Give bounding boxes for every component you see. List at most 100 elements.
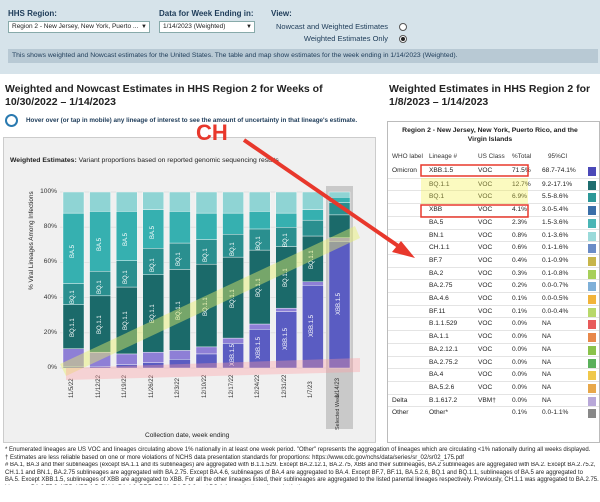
y-tick-label: 40% bbox=[43, 293, 57, 301]
bar-segment-ba-2-75[interactable] bbox=[222, 191, 244, 214]
annotation-arrow-line bbox=[242, 138, 406, 252]
bar-segment-ba-2-75[interactable] bbox=[62, 191, 85, 214]
cell-ci: 0.0-0.7% bbox=[542, 282, 569, 290]
view-option-weighted-radio[interactable] bbox=[399, 35, 407, 43]
table-row[interactable]: XBB VOC 4.1% 3.0-5.4% bbox=[388, 203, 599, 216]
chart-title-rest: Variant proportions based on reported ge… bbox=[76, 157, 279, 164]
cell-who: Omicron bbox=[392, 167, 417, 174]
bar-segment-ba-2-75[interactable] bbox=[328, 191, 351, 198]
view-label: View: bbox=[271, 9, 292, 18]
color-swatch bbox=[588, 193, 596, 203]
cell-ci: 9.2-17.1% bbox=[542, 180, 573, 188]
bar-segment-ba-2-75[interactable] bbox=[142, 191, 165, 210]
cell-ci: 68.7-74.1% bbox=[542, 167, 576, 174]
col-who: WHO label bbox=[392, 153, 423, 160]
bar-segment-ba-2-75[interactable] bbox=[248, 191, 271, 212]
cell-lineage: BA.5.2.6 bbox=[429, 383, 455, 391]
cell-who: Other bbox=[392, 409, 409, 417]
cell-class: VOC bbox=[478, 193, 493, 201]
chevron-down-icon: ▼ bbox=[246, 24, 252, 30]
bar-segment-ba-2-75[interactable] bbox=[275, 191, 297, 214]
table-row[interactable]: BF.11 VOC 0.1% 0.0-0.4% bbox=[388, 304, 599, 318]
color-swatch bbox=[588, 320, 596, 330]
color-swatch bbox=[588, 180, 596, 190]
cell-ci: 0.1-0.9% bbox=[542, 256, 569, 264]
bar-segment-ba-2-75[interactable] bbox=[302, 191, 324, 210]
cell-lineage: B.1.617.2 bbox=[429, 396, 458, 404]
cell-lineage: BA.2.12.1 bbox=[429, 345, 458, 353]
cell-lineage: BA.2.75 bbox=[429, 282, 453, 290]
color-swatch bbox=[588, 383, 596, 393]
color-swatch bbox=[588, 282, 596, 292]
table-row[interactable]: BN.1 VOC 0.8% 0.1-3.6% bbox=[388, 228, 599, 242]
cell-pct: 0.0% bbox=[512, 345, 528, 353]
cell-lineage: XBB bbox=[429, 206, 443, 214]
table-row[interactable]: BA.2 VOC 0.3% 0.1-0.8% bbox=[388, 266, 599, 280]
chevron-down-icon: ▼ bbox=[141, 24, 147, 30]
col-lineage: Lineage # bbox=[429, 153, 458, 160]
table-row[interactable]: BA.4.6 VOC 0.1% 0.0-0.5% bbox=[388, 292, 599, 305]
table-row[interactable]: BQ.1 VOC 6.9% 5.5-8.6% bbox=[388, 190, 599, 203]
cell-class: VOC bbox=[478, 345, 493, 353]
color-swatch bbox=[588, 256, 596, 266]
table-row[interactable]: CH.1.1 VOC 0.6% 0.1-1.6% bbox=[388, 241, 599, 254]
cell-lineage: BA.4.6 bbox=[429, 295, 449, 302]
cell-class: VOC bbox=[478, 231, 493, 239]
cell-ci: NA bbox=[542, 371, 552, 379]
table-row[interactable]: BA.5.2.6 VOC 0.0% NA bbox=[388, 380, 599, 394]
table-row[interactable]: Omicron XBB.1.5 VOC 71.5% 68.7-74.1% bbox=[388, 165, 599, 178]
cell-ci: NA bbox=[542, 358, 552, 366]
table-row[interactable]: BA.2.75 VOC 0.2% 0.0-0.7% bbox=[388, 279, 599, 292]
table-row[interactable]: BQ.1.1 VOC 12.7% 9.2-17.1% bbox=[388, 177, 599, 191]
cell-class: VOC bbox=[478, 371, 493, 379]
cell-class: VOC bbox=[478, 244, 493, 252]
cell-pct: 71.5% bbox=[512, 167, 531, 174]
cell-ci: 0.0-0.4% bbox=[542, 307, 569, 315]
cell-lineage: CH.1.1 bbox=[429, 244, 450, 252]
view-option-weighted-label: Weighted Estimates Only bbox=[303, 34, 388, 43]
cell-class: VOC bbox=[478, 218, 493, 226]
cell-ci: 0.0-1.1% bbox=[542, 409, 569, 417]
cell-class: VOC bbox=[478, 358, 493, 366]
cell-pct: 0.0% bbox=[512, 358, 528, 366]
table-row[interactable]: BA.2.75.2 VOC 0.0% NA bbox=[388, 355, 599, 369]
table-row[interactable]: BA.4 VOC 0.0% NA bbox=[388, 368, 599, 381]
y-tick-label: 80% bbox=[43, 223, 57, 231]
table-row[interactable]: B.1.1.529 VOC 0.0% NA bbox=[388, 317, 599, 330]
bar-segment-ba-2-75[interactable] bbox=[89, 191, 111, 212]
region-select[interactable]: Region 2 - New Jersey, New York, Puerto … bbox=[8, 21, 150, 33]
table-row[interactable]: BA.1.1 VOC 0.0% NA bbox=[388, 330, 599, 343]
cell-ci: 0.0-0.5% bbox=[542, 295, 569, 302]
y-tick-label: 20% bbox=[43, 328, 57, 336]
table-heading: Region 2 - New Jersey, New York, Puerto … bbox=[402, 127, 578, 143]
bar-segment-ba-2-75[interactable] bbox=[195, 191, 218, 214]
cell-ci: NA bbox=[542, 396, 552, 404]
col-class: US Class bbox=[478, 153, 505, 160]
footnote-3: # BA.1, BA.3 and their sublineages (exce… bbox=[5, 462, 599, 485]
table-row[interactable]: Delta B.1.617.2 VBM† 0.0% NA bbox=[388, 393, 599, 407]
table-row[interactable]: BA.2.12.1 VOC 0.0% NA bbox=[388, 342, 599, 356]
lineage-table bbox=[387, 121, 600, 443]
color-swatch bbox=[588, 206, 596, 216]
bar-segment-ba-2-75[interactable] bbox=[169, 191, 191, 212]
cell-pct: 0.0% bbox=[512, 396, 528, 404]
cell-lineage: BA.2 bbox=[429, 269, 444, 277]
color-swatch bbox=[588, 167, 596, 176]
cell-ci: NA bbox=[542, 333, 552, 341]
color-swatch bbox=[588, 295, 596, 304]
table-row[interactable]: Other Other* 0.1% 0.0-1.1% bbox=[388, 406, 599, 419]
cell-lineage: XBB.1.5 bbox=[429, 167, 454, 174]
cell-ci: 5.5-8.6% bbox=[542, 193, 569, 201]
color-swatch bbox=[588, 345, 596, 355]
cell-ci: NA bbox=[542, 383, 552, 391]
footnote-2: † Estimates are less reliable based on o… bbox=[5, 454, 464, 461]
view-option-nowcast-radio[interactable] bbox=[399, 23, 407, 31]
refresh-icon[interactable] bbox=[5, 114, 18, 127]
bar-segment-ba-2-75[interactable] bbox=[115, 191, 138, 212]
cell-lineage: BF.11 bbox=[429, 307, 446, 315]
date-select[interactable]: 1/14/2023 (Weighted) ▼ bbox=[159, 21, 255, 33]
table-row[interactable]: BF.7 VOC 0.4% 0.1-0.9% bbox=[388, 253, 599, 267]
cell-pct: 0.0% bbox=[512, 320, 528, 328]
